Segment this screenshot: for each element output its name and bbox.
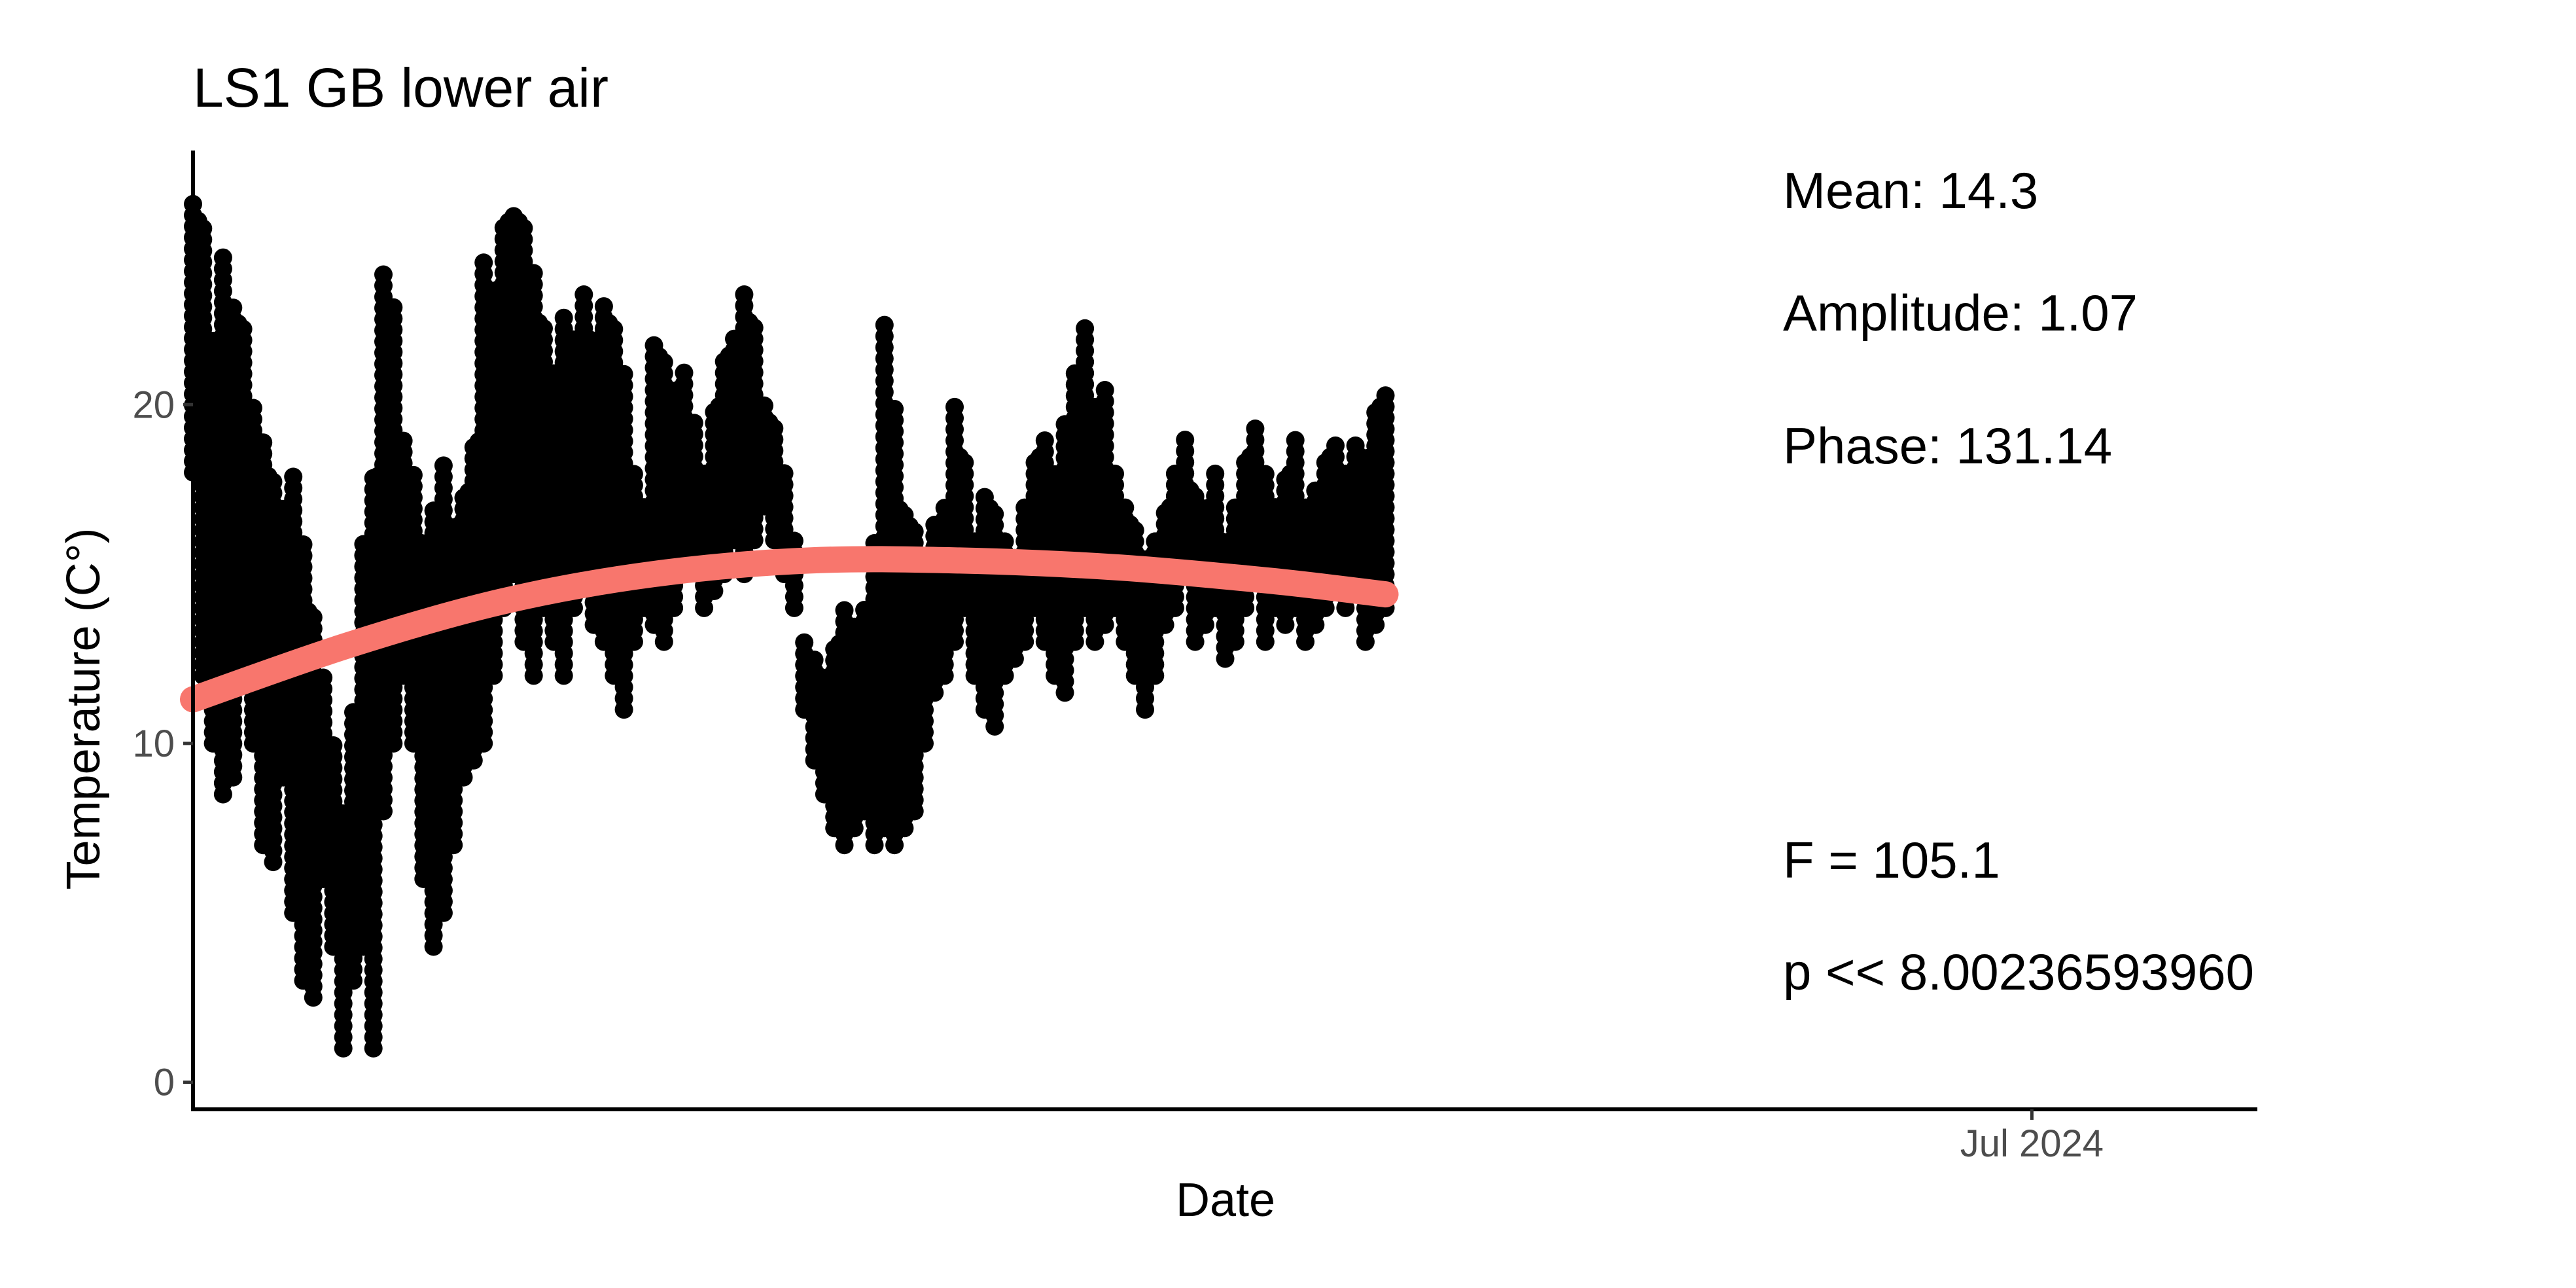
- data-point: [1116, 498, 1135, 517]
- data-point: [554, 308, 573, 327]
- data-point: [574, 285, 593, 304]
- data-point: [995, 532, 1014, 551]
- data-point: [1035, 431, 1054, 450]
- data-point: [294, 535, 313, 554]
- y-axis-title: Temperature (C°): [58, 528, 110, 890]
- data-point: [805, 651, 824, 670]
- data-point: [324, 736, 343, 755]
- data-point: [1246, 420, 1265, 438]
- data-point: [194, 219, 213, 238]
- data-point: [1206, 464, 1225, 483]
- data-point: [945, 397, 964, 416]
- data-point: [434, 456, 453, 475]
- data-point: [284, 467, 303, 486]
- data-point: [1286, 431, 1305, 450]
- data-point: [524, 264, 543, 283]
- y-tick-label: 0: [154, 1062, 175, 1104]
- data-point: [605, 319, 624, 338]
- phase-annotation: Phase: 131.14: [1783, 417, 2112, 474]
- data-point: [1176, 431, 1195, 450]
- x-axis-ticks: Jul 2024: [1960, 1109, 2104, 1165]
- data-point: [374, 265, 393, 284]
- data-point: [234, 319, 253, 338]
- y-axis-ticks: 0 10 20: [132, 384, 193, 1104]
- data-point: [795, 633, 814, 652]
- data-point: [614, 365, 633, 384]
- fit-curve: [180, 546, 1399, 713]
- data-point: [304, 608, 323, 627]
- data-point: [314, 668, 333, 687]
- amplitude-annotation: Amplitude: 1.07: [1783, 284, 2138, 342]
- data-point: [765, 419, 784, 438]
- data-point: [243, 399, 262, 418]
- data-point: [264, 473, 283, 492]
- data-point: [745, 318, 764, 337]
- x-axis-title: Date: [1176, 1174, 1275, 1226]
- x-tick-label: Jul 2024: [1960, 1122, 2104, 1165]
- data-point: [224, 298, 243, 317]
- data-point: [474, 253, 493, 272]
- y-tick-label: 20: [132, 384, 175, 426]
- data-point: [985, 505, 1004, 524]
- data-point: [955, 453, 974, 472]
- data-point: [785, 531, 803, 550]
- data-point: [1376, 386, 1395, 405]
- chart-title: LS1 GB lower air: [193, 57, 609, 118]
- data-point: [1256, 465, 1275, 484]
- data-point: [594, 297, 613, 316]
- data-point: [775, 464, 794, 483]
- data-point: [654, 353, 673, 372]
- data-point: [684, 414, 703, 433]
- p-value-annotation: p << 8.00236593960: [1783, 943, 2254, 1001]
- mean-annotation: Mean: 14.3: [1783, 162, 2038, 219]
- data-point: [885, 400, 904, 418]
- data-point: [213, 248, 232, 267]
- data-point: [755, 396, 773, 415]
- data-point: [254, 433, 273, 452]
- data-point: [1076, 319, 1095, 338]
- data-point: [394, 431, 413, 450]
- data-point: [1326, 436, 1345, 455]
- data-point: [1095, 381, 1114, 399]
- data-point: [404, 465, 423, 484]
- y-tick-label: 10: [132, 723, 175, 765]
- data-point: [535, 319, 553, 338]
- data-point: [875, 315, 894, 334]
- data-point: [384, 298, 403, 317]
- f-statistic-annotation: F = 105.1: [1783, 831, 2000, 889]
- data-point: [1125, 521, 1144, 540]
- data-point: [835, 601, 854, 620]
- data-point: [675, 363, 694, 382]
- data-point: [735, 285, 754, 304]
- data-point: [514, 219, 533, 238]
- fit-line: [180, 546, 1399, 713]
- data-point: [905, 522, 924, 541]
- data-point: [1106, 464, 1124, 483]
- data-point: [624, 465, 643, 484]
